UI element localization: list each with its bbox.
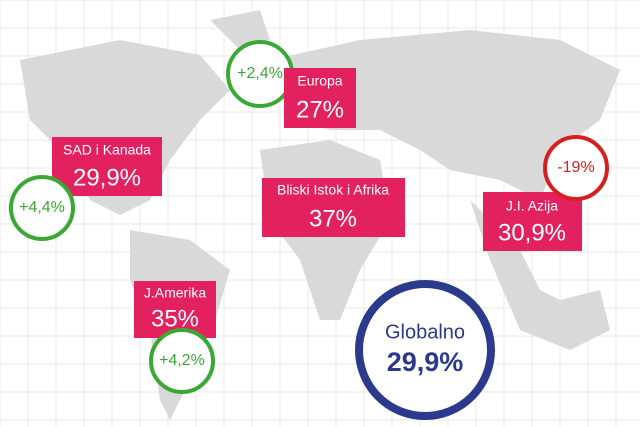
region-value: 35%	[151, 305, 199, 332]
region-bliski-istok: Bliski Istok i Afrika 37%	[262, 178, 405, 237]
change-ring	[149, 328, 215, 394]
region-j-amerika: J.Amerika 35% +4,2%	[134, 281, 216, 394]
change-ring	[543, 135, 609, 201]
change-label: +4,2%	[159, 352, 205, 369]
global-value: 29,9%	[387, 347, 464, 377]
change-ring	[9, 175, 75, 241]
region-name: J.I. Azija	[506, 198, 558, 214]
region-box	[134, 281, 216, 338]
global-name: Globalno	[385, 321, 465, 343]
region-box	[262, 178, 405, 237]
change-label: -19%	[557, 159, 594, 176]
region-ji-azija: J.I. Azija 30,9% -19%	[483, 135, 609, 251]
region-name: J.Amerika	[144, 285, 206, 301]
region-value: 29,9%	[73, 164, 141, 191]
region-name: Bliski Istok i Afrika	[277, 182, 389, 198]
change-label: +4,4%	[19, 199, 65, 216]
region-box	[483, 192, 582, 251]
change-label: +2,4%	[237, 65, 283, 82]
region-value: 37%	[309, 205, 357, 232]
global: Globalno 29,9%	[355, 280, 495, 420]
region-value: 30,9%	[498, 219, 566, 246]
region-box	[284, 68, 356, 128]
region-box	[52, 137, 162, 196]
region-sad-kanada: SAD i Kanada 29,9% +4,4%	[9, 137, 162, 241]
global-ring	[355, 280, 495, 420]
region-value: 27%	[296, 96, 344, 123]
region-europa: +2,4% Europa 27%	[226, 40, 356, 128]
region-name: Europa	[297, 73, 342, 89]
region-name: SAD i Kanada	[63, 142, 151, 158]
